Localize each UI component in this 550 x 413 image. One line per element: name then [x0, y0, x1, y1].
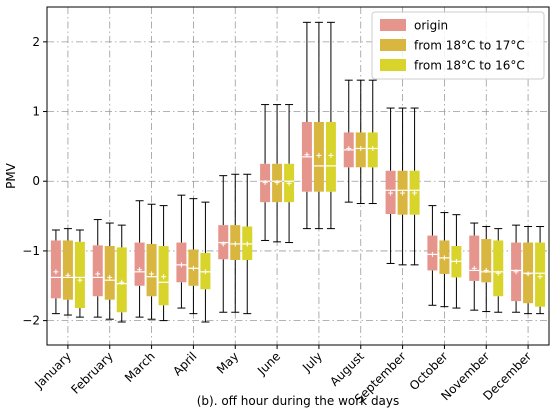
box-july-series-3	[325, 21, 336, 230]
box-january-series-2	[62, 228, 73, 316]
box-may-series-3	[242, 173, 253, 315]
x-tick-label: July	[299, 349, 325, 375]
box-december-series-1	[511, 224, 522, 313]
box-march-series-3	[158, 205, 169, 322]
x-tick-label: April	[170, 349, 199, 378]
box-june-series-2	[272, 104, 283, 243]
legend-swatch	[380, 19, 406, 31]
box-may-series-1	[218, 175, 229, 313]
plot-frame	[46, 6, 550, 346]
box-february-series-3	[116, 224, 127, 323]
legend-box	[371, 11, 545, 80]
y-tick-label: −1	[22, 244, 40, 258]
box-body	[134, 242, 145, 286]
box-body	[469, 235, 480, 281]
legend-label: from 18°C to 17°C	[414, 39, 525, 53]
box-october-series-1	[427, 205, 438, 306]
box-body	[74, 241, 85, 309]
y-axis-label: PMV	[4, 162, 18, 189]
box-september-series-3	[409, 107, 420, 266]
box-body	[481, 239, 492, 283]
legend-label: origin	[414, 19, 448, 33]
box-body	[62, 240, 73, 300]
box-december-series-2	[523, 226, 534, 315]
figure-caption: (b). off hour during the work days	[197, 394, 400, 408]
box-series	[50, 21, 546, 323]
legend-entry: from 18°C to 17°C	[380, 39, 525, 53]
box-april-series-1	[176, 194, 187, 309]
box-august-series-1	[343, 79, 354, 203]
y-tick-label: −2	[22, 314, 40, 328]
x-tick-label: February	[68, 349, 116, 397]
legend-label: from 18°C to 16°C	[414, 59, 525, 73]
box-july-series-2	[313, 21, 324, 230]
box-june-series-1	[260, 104, 271, 241]
box-february-series-1	[92, 219, 103, 318]
y-tick-label: 0	[32, 174, 40, 188]
box-august-series-2	[355, 79, 366, 205]
box-november-series-2	[481, 226, 492, 313]
box-october-series-3	[451, 214, 462, 309]
x-tick-label: June	[254, 349, 283, 378]
box-april-series-3	[200, 201, 211, 323]
legend-swatch	[380, 59, 406, 71]
x-tick-label: January	[31, 349, 74, 392]
box-december-series-3	[535, 226, 546, 315]
box-april-series-2	[188, 198, 199, 315]
box-january-series-1	[50, 229, 61, 315]
x-tick-label: March	[122, 349, 158, 385]
box-body	[493, 240, 504, 297]
box-february-series-2	[104, 222, 115, 320]
x-tick-label: May	[214, 349, 241, 376]
box-january-series-3	[74, 229, 85, 318]
box-july-series-1	[301, 21, 312, 230]
box-may-series-2	[230, 173, 241, 313]
box-november-series-1	[469, 222, 480, 311]
y-tick-label: 2	[32, 35, 40, 49]
box-body	[146, 243, 157, 297]
y-tick-label: 1	[32, 105, 40, 119]
legend-entry: from 18°C to 16°C	[380, 59, 525, 73]
box-november-series-3	[493, 228, 504, 313]
box-june-series-3	[284, 104, 295, 244]
box-body	[92, 245, 103, 297]
legend-swatch	[380, 39, 406, 51]
x-tick-label: August	[327, 349, 367, 389]
box-body	[104, 246, 115, 300]
box-march-series-1	[134, 200, 145, 318]
box-march-series-2	[146, 203, 157, 320]
legend: origin from 18°C to 17°C from 18°C to 16°C	[371, 11, 545, 80]
y-axis-ticks: −2 −1 0 1 2	[22, 35, 47, 328]
legend-entry: origin	[380, 19, 448, 33]
box-august-series-3	[367, 79, 378, 205]
box-september-series-2	[397, 107, 408, 266]
box-september-series-1	[385, 107, 396, 264]
box-october-series-2	[439, 212, 450, 308]
